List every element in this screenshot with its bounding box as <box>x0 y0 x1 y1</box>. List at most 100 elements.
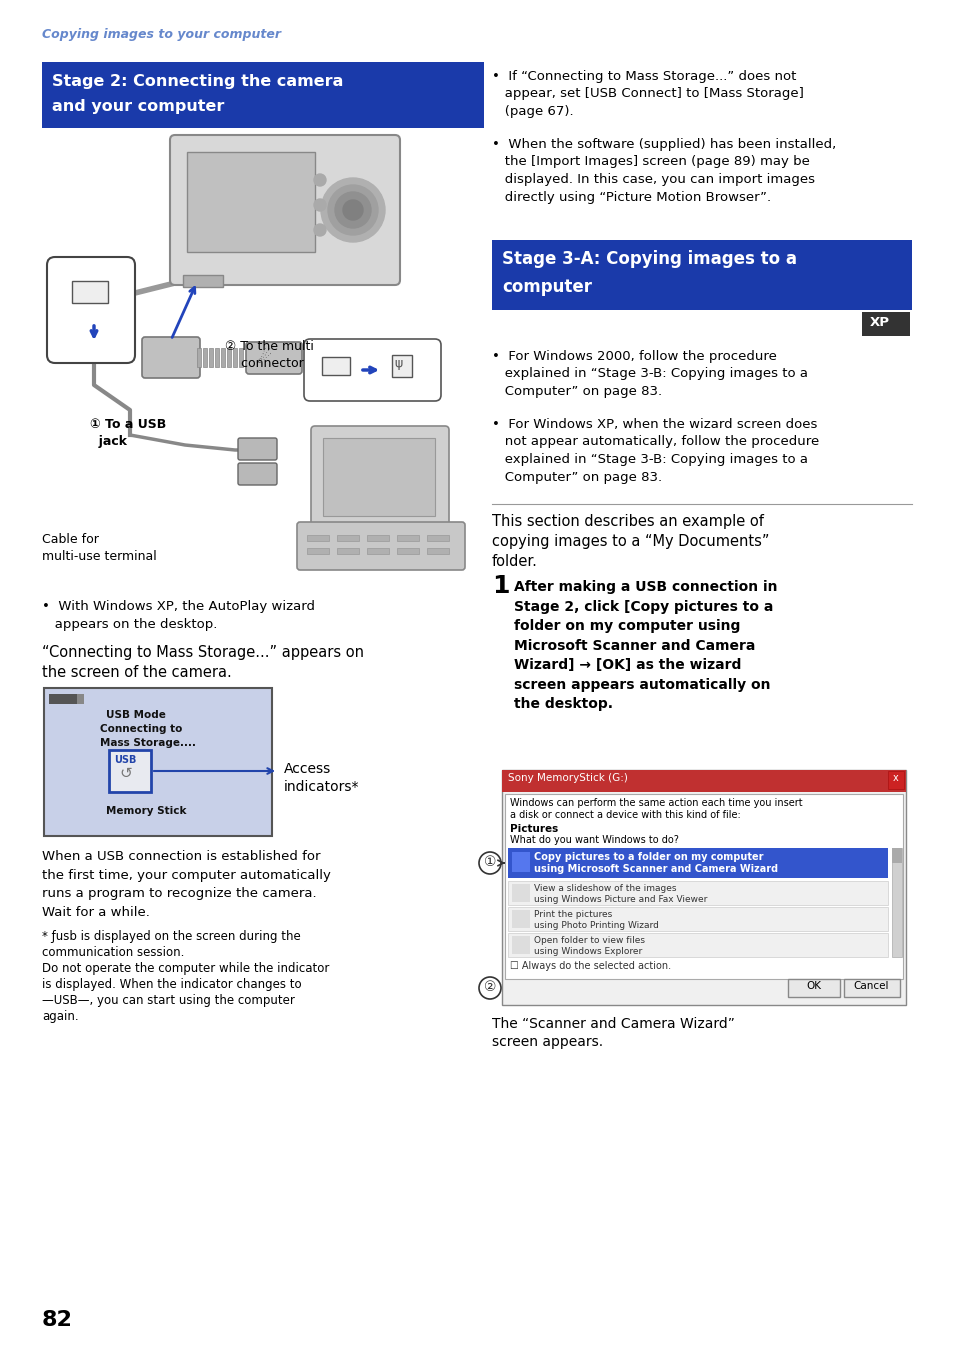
Text: Mass Storage....: Mass Storage.... <box>100 738 195 748</box>
Text: ↺: ↺ <box>119 765 132 782</box>
Text: ☐ Always do the selected action.: ☐ Always do the selected action. <box>510 961 670 972</box>
Text: again.: again. <box>42 1010 78 1023</box>
Text: a disk or connect a device with this kind of file:: a disk or connect a device with this kin… <box>510 810 740 820</box>
Text: “Connecting to Mass Storage...” appears on: “Connecting to Mass Storage...” appears … <box>42 645 364 660</box>
Text: copying images to a “My Documents”: copying images to a “My Documents” <box>492 535 769 550</box>
Text: Connecting to: Connecting to <box>100 725 182 734</box>
Bar <box>187 152 314 252</box>
Bar <box>109 750 151 792</box>
Text: * ƒusb is displayed on the screen during the: * ƒusb is displayed on the screen during… <box>42 930 300 943</box>
Bar <box>233 347 236 366</box>
Text: using Windows Explorer: using Windows Explorer <box>534 947 641 955</box>
Bar <box>367 535 389 541</box>
Circle shape <box>343 199 363 220</box>
Bar <box>196 347 201 366</box>
Bar <box>512 911 530 928</box>
FancyBboxPatch shape <box>47 256 135 364</box>
Text: indicators*: indicators* <box>284 780 359 794</box>
Text: connector: connector <box>225 357 303 370</box>
Circle shape <box>478 852 500 874</box>
FancyBboxPatch shape <box>296 522 464 570</box>
Text: ②: ② <box>483 980 496 993</box>
Text: is displayed. When the indicator changes to: is displayed. When the indicator changes… <box>42 978 301 991</box>
Bar <box>512 883 530 902</box>
Bar <box>323 438 435 516</box>
Bar <box>392 356 412 377</box>
Bar <box>396 535 418 541</box>
Bar <box>239 347 243 366</box>
Text: ①: ① <box>483 855 496 868</box>
Text: After making a USB connection in
Stage 2, click [Copy pictures to a
folder on my: After making a USB connection in Stage 2… <box>514 579 777 711</box>
Text: 1: 1 <box>492 574 509 598</box>
Bar <box>887 771 903 788</box>
Text: Access: Access <box>284 763 331 776</box>
Text: using Photo Printing Wizard: using Photo Printing Wizard <box>534 921 659 930</box>
Bar <box>42 62 483 128</box>
Circle shape <box>335 191 371 228</box>
Bar <box>221 347 225 366</box>
Bar <box>512 936 530 954</box>
Bar <box>507 906 887 931</box>
Text: When a USB connection is established for
the first time, your computer automatic: When a USB connection is established for… <box>42 849 331 919</box>
FancyBboxPatch shape <box>170 134 399 285</box>
Text: using Microsoft Scanner and Camera Wizard: using Microsoft Scanner and Camera Wizar… <box>534 864 778 874</box>
Text: jack: jack <box>90 436 127 448</box>
Text: The “Scanner and Camera Wizard”: The “Scanner and Camera Wizard” <box>492 1016 734 1031</box>
Text: folder.: folder. <box>492 554 537 569</box>
Bar <box>501 769 905 1006</box>
Circle shape <box>314 199 326 210</box>
Bar <box>227 347 231 366</box>
Bar <box>501 769 905 792</box>
Bar <box>71 281 108 303</box>
Text: and your computer: and your computer <box>52 99 224 114</box>
Text: Sony MemoryStick (G:): Sony MemoryStick (G:) <box>507 773 627 783</box>
FancyBboxPatch shape <box>311 426 449 529</box>
Text: ☄: ☄ <box>256 349 272 366</box>
Text: Stage 2: Connecting the camera: Stage 2: Connecting the camera <box>52 75 343 90</box>
Text: —USB—, you can start using the computer: —USB—, you can start using the computer <box>42 993 294 1007</box>
Bar <box>44 688 272 836</box>
Text: communication session.: communication session. <box>42 946 184 959</box>
Text: OK: OK <box>805 981 821 991</box>
Text: ① To a USB: ① To a USB <box>90 418 166 432</box>
Bar <box>507 934 887 957</box>
Text: ψ: ψ <box>394 357 402 370</box>
Circle shape <box>314 174 326 186</box>
Text: •  For Windows 2000, follow the procedure
   explained in “Stage 3-B: Copying im: • For Windows 2000, follow the procedure… <box>492 350 807 398</box>
Text: computer: computer <box>501 278 592 296</box>
Bar <box>787 978 840 997</box>
Bar <box>507 848 887 878</box>
Text: appears on the desktop.: appears on the desktop. <box>42 617 217 631</box>
Text: 82: 82 <box>42 1310 72 1330</box>
Bar <box>512 852 530 873</box>
Bar <box>427 535 449 541</box>
Bar <box>396 548 418 554</box>
Text: Copy pictures to a folder on my computer: Copy pictures to a folder on my computer <box>534 852 762 862</box>
Text: XP: XP <box>869 316 889 328</box>
Bar <box>203 347 207 366</box>
Text: •  For Windows XP, when the wizard screen does
   not appear automatically, foll: • For Windows XP, when the wizard screen… <box>492 418 819 483</box>
Bar <box>307 535 329 541</box>
Text: the screen of the camera.: the screen of the camera. <box>42 665 232 680</box>
Text: multi-use terminal: multi-use terminal <box>42 550 156 563</box>
Bar <box>504 794 902 978</box>
FancyBboxPatch shape <box>142 337 200 379</box>
Bar <box>862 312 909 337</box>
Text: This section describes an example of: This section describes an example of <box>492 514 763 529</box>
Bar <box>214 347 219 366</box>
Text: Memory Stick: Memory Stick <box>106 806 186 816</box>
Text: Copying images to your computer: Copying images to your computer <box>42 28 281 41</box>
Text: Cable for: Cable for <box>42 533 99 546</box>
Text: using Windows Picture and Fax Viewer: using Windows Picture and Fax Viewer <box>534 896 706 904</box>
Text: Do not operate the computer while the indicator: Do not operate the computer while the in… <box>42 962 329 974</box>
Bar <box>307 548 329 554</box>
Text: USB: USB <box>113 754 136 765</box>
Circle shape <box>478 977 500 999</box>
Text: Stage 3-A: Copying images to a: Stage 3-A: Copying images to a <box>501 250 796 267</box>
Text: •  When the software (supplied) has been installed,
   the [Import Images] scree: • When the software (supplied) has been … <box>492 138 836 204</box>
Text: What do you want Windows to do?: What do you want Windows to do? <box>510 835 679 845</box>
Bar <box>183 275 223 286</box>
Circle shape <box>320 178 385 242</box>
Bar <box>336 535 358 541</box>
Text: •  If “Connecting to Mass Storage...” does not
   appear, set [USB Connect] to [: • If “Connecting to Mass Storage...” doe… <box>492 71 803 118</box>
